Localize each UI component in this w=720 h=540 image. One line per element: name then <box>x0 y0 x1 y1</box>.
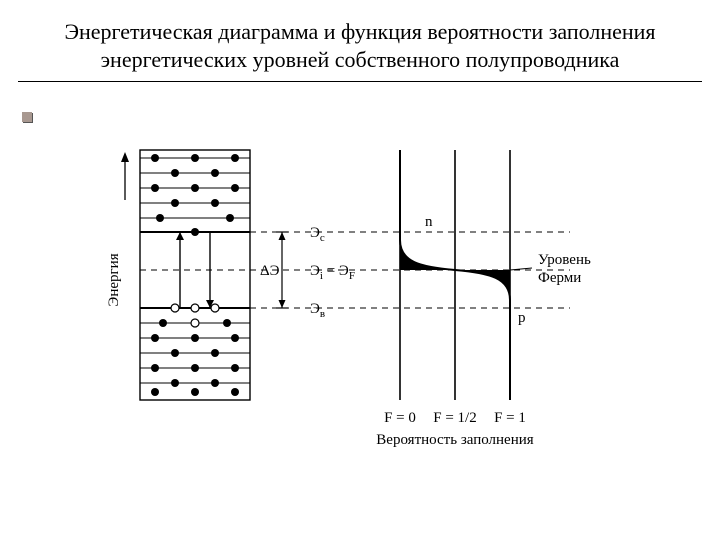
electron-dot <box>211 379 219 387</box>
electron-dot <box>191 184 199 192</box>
hole-dot <box>191 304 199 312</box>
electron-dot <box>211 349 219 357</box>
y-axis-label: Энергия <box>106 253 122 306</box>
electron-dot <box>171 199 179 207</box>
label-ev: Эв <box>310 301 325 320</box>
electron-dot <box>151 334 159 342</box>
diagram: Энергия ΔЭ Эc Эi = ЭF Эв n p УровеньФерми F = 0 F… <box>100 140 640 480</box>
electron-dot <box>151 388 159 396</box>
electron-dot <box>226 214 234 222</box>
electron-dot <box>211 169 219 177</box>
hole-dot <box>171 304 179 312</box>
fermi-level-label: УровеньФерми <box>538 252 591 286</box>
n-label: n <box>425 214 433 230</box>
electron-dot <box>171 379 179 387</box>
x-axis-title: Вероятность заполнения <box>376 432 533 448</box>
electron-dot <box>191 334 199 342</box>
electron-dot <box>171 169 179 177</box>
electron-dot <box>211 199 219 207</box>
label-ei: Эi = ЭF <box>310 263 355 282</box>
page-title: Энергетическая диаграмма и функция вероя… <box>0 0 720 81</box>
electron-dot <box>159 319 167 327</box>
electron-dot <box>231 334 239 342</box>
electron-dot <box>171 349 179 357</box>
electron-dot <box>191 228 199 236</box>
electron-dot <box>156 214 164 222</box>
x-tick-label: F = 1 <box>494 410 526 426</box>
electron-dot <box>151 184 159 192</box>
label-ec: Эc <box>310 225 325 244</box>
arrow-up-head <box>176 232 184 240</box>
electron-dot <box>151 364 159 372</box>
electron-dot <box>191 364 199 372</box>
slide-bullet <box>22 112 32 122</box>
electron-dot <box>231 364 239 372</box>
electron-dot <box>231 154 239 162</box>
title-underline <box>18 81 702 82</box>
gap-label: ΔЭ <box>260 263 280 279</box>
gap-arrow <box>279 300 286 308</box>
hole-dot <box>191 319 199 327</box>
x-tick-label: F = 1/2 <box>433 410 476 426</box>
x-tick-label: F = 0 <box>384 410 416 426</box>
electron-dot <box>231 388 239 396</box>
electron-dot <box>191 154 199 162</box>
diagram-svg: Энергия ΔЭ Эc Эi = ЭF Эв n p УровеньФерми F = 0 F… <box>100 140 640 480</box>
electron-dot <box>191 388 199 396</box>
electron-dot <box>223 319 231 327</box>
hole-dot <box>211 304 219 312</box>
y-axis-arrowhead <box>121 152 129 162</box>
electron-dot <box>231 184 239 192</box>
electron-dot <box>151 154 159 162</box>
gap-arrow <box>279 232 286 240</box>
p-label: p <box>518 310 526 326</box>
